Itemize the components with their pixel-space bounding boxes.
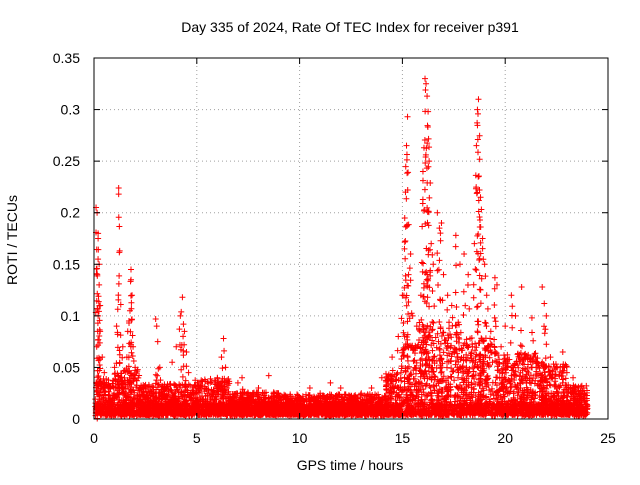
roti-data-point <box>447 358 453 364</box>
roti-data-point <box>470 365 476 371</box>
roti-data-point <box>459 347 465 353</box>
roti-data-point <box>430 320 436 326</box>
roti-data-point <box>491 336 497 342</box>
points-layer <box>92 76 590 422</box>
roti-data-point <box>412 376 418 382</box>
roti-data-point <box>446 319 452 325</box>
roti-data-point <box>487 336 493 342</box>
roti-data-point <box>405 358 411 364</box>
roti-data-point <box>453 323 459 329</box>
roti-data-point <box>469 341 475 347</box>
roti-data-point <box>404 353 410 359</box>
roti-data-point <box>436 319 442 325</box>
